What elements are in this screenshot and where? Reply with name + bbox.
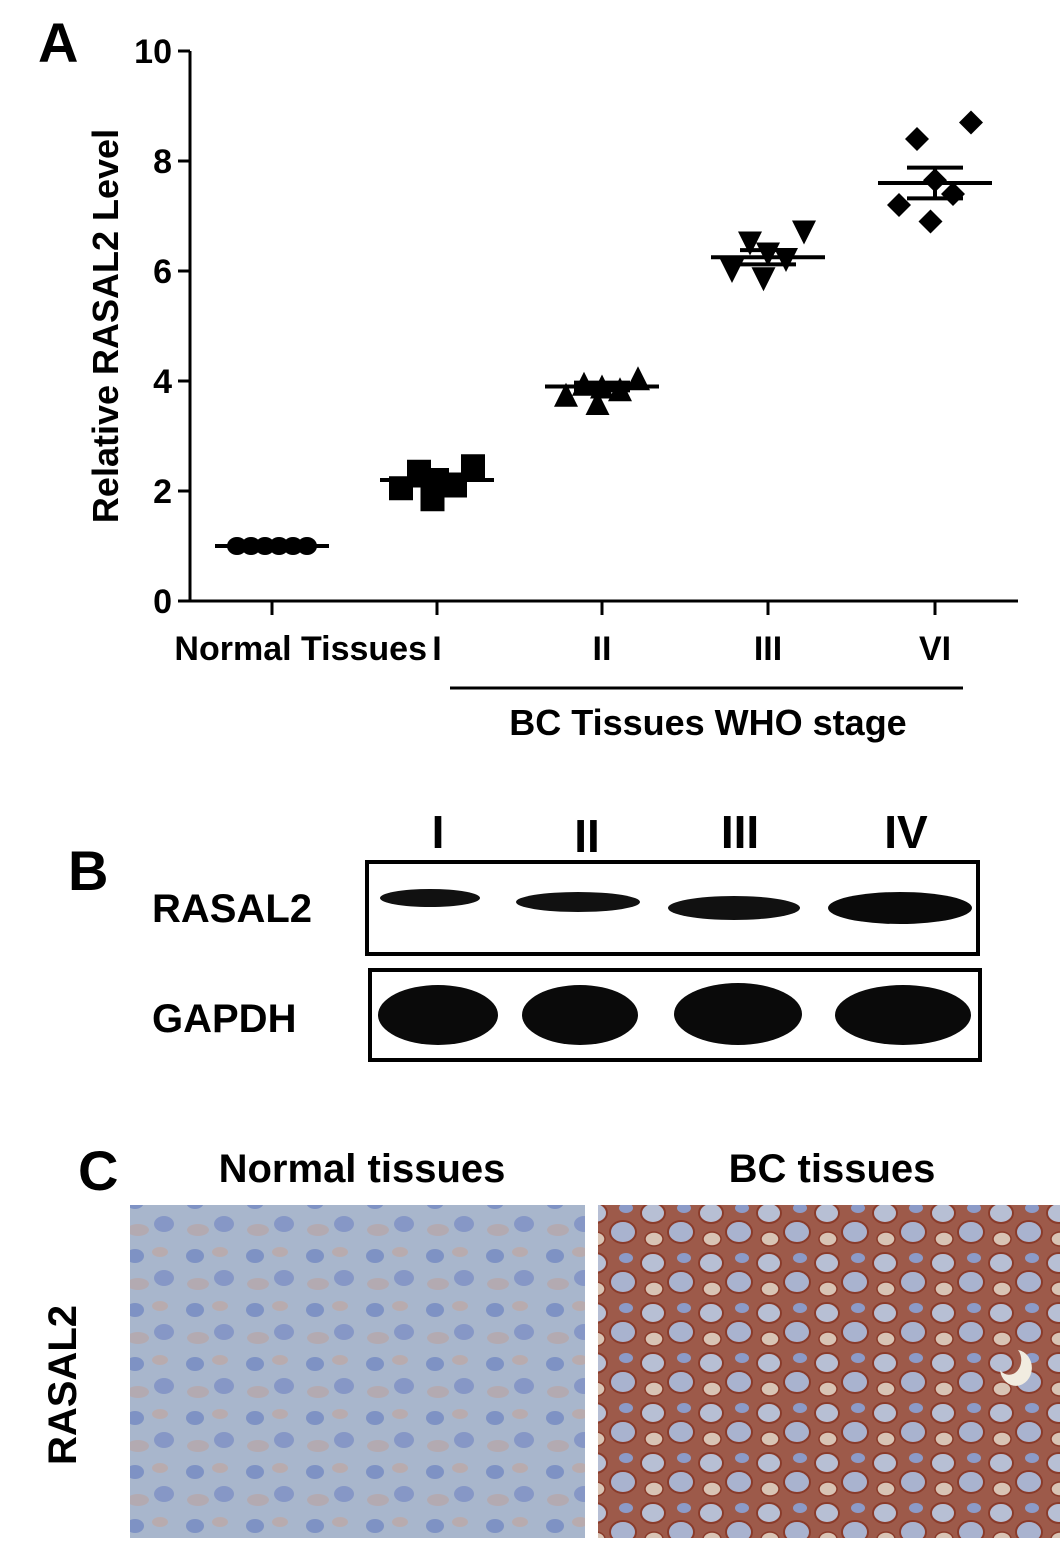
data-point bbox=[887, 193, 911, 217]
band bbox=[835, 985, 971, 1045]
data-point bbox=[720, 259, 744, 283]
data-point bbox=[774, 248, 798, 272]
data-point bbox=[554, 382, 578, 407]
band bbox=[516, 892, 640, 912]
y-axis-label: Relative RASAL2 Level bbox=[85, 129, 126, 523]
band bbox=[674, 983, 802, 1045]
data-point bbox=[738, 231, 762, 256]
data-point bbox=[751, 267, 776, 292]
x-tick-label: I bbox=[432, 630, 441, 668]
micrograph bbox=[598, 1205, 1060, 1538]
y-tick-label: 4 bbox=[153, 363, 172, 401]
y-tick-label: 0 bbox=[153, 583, 172, 621]
lumen bbox=[1000, 1350, 1032, 1386]
x-tick-label: VI bbox=[919, 630, 951, 668]
band bbox=[380, 889, 480, 907]
column-label: BC tissues bbox=[729, 1147, 936, 1191]
panel-label: A bbox=[38, 11, 78, 74]
micrograph bbox=[130, 1205, 585, 1538]
x-tick-label: II bbox=[593, 630, 612, 668]
panel-label: B bbox=[68, 839, 108, 902]
data-point bbox=[959, 110, 983, 135]
y-tick-label: 10 bbox=[134, 33, 172, 71]
row-label: RASAL2 bbox=[41, 1305, 85, 1465]
x-tick-label: III bbox=[754, 630, 782, 668]
data-point bbox=[918, 209, 943, 234]
lane-label: IV bbox=[884, 806, 928, 858]
row-label: RASAL2 bbox=[152, 887, 312, 931]
data-point bbox=[626, 366, 650, 391]
x-tick-label: Normal Tissues bbox=[174, 630, 427, 668]
y-tick-label: 6 bbox=[153, 253, 172, 291]
band bbox=[378, 985, 498, 1045]
column-label: Normal tissues bbox=[219, 1147, 506, 1191]
data-point bbox=[941, 182, 965, 206]
data-point bbox=[905, 127, 929, 151]
band bbox=[828, 892, 972, 924]
lane-label: II bbox=[574, 810, 600, 862]
row-label: GAPDH bbox=[152, 997, 296, 1041]
data-point bbox=[792, 220, 816, 245]
y-tick-label: 8 bbox=[153, 143, 172, 181]
band bbox=[668, 896, 800, 920]
data-point bbox=[585, 391, 610, 415]
data-point bbox=[420, 487, 445, 512]
panel-label: C bbox=[78, 1139, 118, 1202]
y-tick-label: 2 bbox=[153, 473, 172, 511]
band bbox=[522, 985, 638, 1045]
group-label: BC Tissues WHO stage bbox=[509, 702, 906, 743]
lane-label: I bbox=[432, 806, 445, 858]
lane-label: III bbox=[721, 806, 759, 858]
